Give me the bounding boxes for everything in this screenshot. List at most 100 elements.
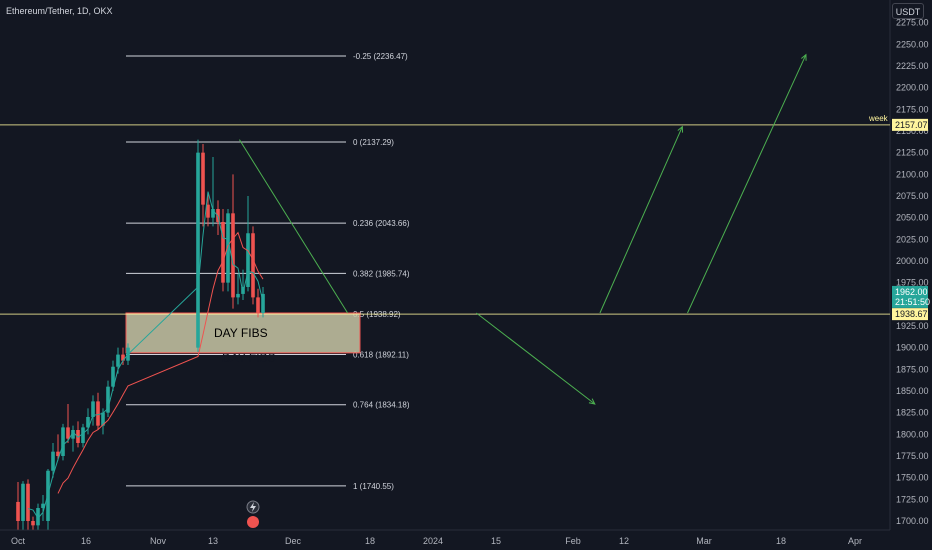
arrowhead — [588, 398, 596, 405]
candle-body[interactable] — [51, 451, 55, 471]
candle-body[interactable] — [246, 233, 250, 287]
candle-body[interactable] — [211, 208, 215, 218]
candle-body[interactable] — [91, 401, 95, 417]
time-tick-label: 16 — [81, 536, 91, 546]
candle-body[interactable] — [201, 152, 205, 205]
candle-body[interactable] — [226, 213, 230, 283]
time-tick-label: 13 — [208, 536, 218, 546]
projection-segment[interactable] — [687, 54, 807, 314]
zone-label: DAY FIBS — [214, 326, 268, 340]
time-tick-label: Apr — [848, 536, 862, 546]
price-label-text: 1938.67 — [895, 309, 928, 319]
price-tick-label: 1800.00 — [896, 429, 929, 439]
candle-body[interactable] — [101, 412, 105, 426]
price-tick-label: 2150.00 — [896, 126, 929, 136]
candle-body[interactable] — [121, 354, 125, 361]
candle-body[interactable] — [261, 293, 265, 313]
price-tick-label: 2175.00 — [896, 104, 929, 114]
candle-body[interactable] — [21, 483, 25, 521]
price-tick-label: 2025.00 — [896, 234, 929, 244]
candle-body[interactable] — [36, 507, 40, 526]
time-tick-label: 18 — [365, 536, 375, 546]
time-tick-label: Mar — [696, 536, 712, 546]
candle-body[interactable] — [196, 152, 200, 348]
fib-level-label: 0.618 (1892.11) — [353, 350, 409, 359]
candle-body[interactable] — [96, 401, 100, 426]
candle-body[interactable] — [251, 233, 255, 298]
price-tick-label: 2000.00 — [896, 256, 929, 266]
candle-body[interactable] — [116, 354, 120, 367]
candle-body[interactable] — [106, 386, 110, 413]
candle-body[interactable] — [236, 293, 240, 298]
fib-level-label: 0.764 (1834.18) — [353, 401, 410, 410]
candle-body[interactable] — [61, 427, 65, 456]
moving-average-slow — [57, 231, 264, 494]
price-tick-label: 2200.00 — [896, 83, 929, 93]
earnings-icon[interactable] — [247, 516, 259, 528]
price-tick-label: 1750.00 — [896, 473, 929, 483]
price-tick-label: 1850.00 — [896, 386, 929, 396]
candle-body[interactable] — [16, 501, 20, 521]
time-tick-label: Dec — [285, 536, 302, 546]
price-tick-label: 1825.00 — [896, 408, 929, 418]
price-tick-label: 2100.00 — [896, 169, 929, 179]
time-tick-label: 15 — [491, 536, 501, 546]
candle-body[interactable] — [111, 366, 115, 387]
fib-level-label: 1 (1740.55) — [353, 482, 394, 491]
candle-body[interactable] — [81, 427, 85, 443]
time-tick-label: Oct — [11, 536, 26, 546]
arrowhead — [677, 125, 684, 133]
price-tick-label: 1700.00 — [896, 516, 929, 526]
symbol-title[interactable]: Ethereum/Tether, 1D, OKX — [6, 6, 113, 16]
fib-level-label: 0.382 (1985.74) — [353, 269, 410, 278]
candle-body[interactable] — [56, 451, 60, 456]
time-tick-label: 12 — [619, 536, 629, 546]
candle-body[interactable] — [231, 213, 235, 298]
price-tick-label: 1975.00 — [896, 278, 929, 288]
candle-body[interactable] — [66, 427, 70, 439]
time-tick-label: 2024 — [423, 536, 443, 546]
zone-label-shadow: DAY FIBS — [222, 351, 276, 365]
projection-segment[interactable] — [239, 139, 349, 314]
price-tick-label: 1875.00 — [896, 364, 929, 374]
candle-countdown: 21:51:50 — [895, 297, 930, 307]
price-tick-label: 2050.00 — [896, 213, 929, 223]
candle-body[interactable] — [26, 483, 30, 521]
price-tick-label: 1725.00 — [896, 494, 929, 504]
price-tick-label: 2075.00 — [896, 191, 929, 201]
fib-level-label: 0.236 (2043.66) — [353, 219, 410, 228]
candle-body[interactable] — [71, 429, 75, 439]
fib-level-label: -0.25 (2236.47) — [353, 52, 408, 61]
candle-body[interactable] — [76, 429, 80, 443]
current-price-label: 1962.00 — [895, 287, 928, 297]
candle-body[interactable] — [86, 416, 90, 428]
current-price-box — [892, 285, 928, 308]
price-label-box — [892, 308, 928, 321]
price-label-text: 2157.07 — [895, 120, 928, 130]
time-tick-label: 18 — [776, 536, 786, 546]
candle-body[interactable] — [256, 297, 260, 313]
lightning-glyph-icon — [250, 502, 256, 512]
projection-segment[interactable] — [476, 312, 596, 405]
day-fibs-zone[interactable] — [125, 312, 361, 354]
line-tag: week — [868, 114, 889, 123]
projection-segment[interactable] — [599, 126, 683, 314]
price-tick-label: 2225.00 — [896, 61, 929, 71]
price-label-box — [892, 118, 928, 131]
arrowhead — [801, 53, 807, 61]
candle-body[interactable] — [221, 221, 225, 283]
candle-body[interactable] — [31, 521, 35, 526]
fib-level-label: 0 (2137.29) — [353, 138, 394, 147]
currency-button[interactable]: USDT — [892, 3, 924, 19]
price-tick-label: 1900.00 — [896, 343, 929, 353]
price-tick-label: 2275.00 — [896, 18, 929, 28]
time-tick-label: Nov — [150, 536, 167, 546]
candle-body[interactable] — [206, 204, 210, 218]
time-tick-label: Feb — [565, 536, 581, 546]
price-tick-label: 2125.00 — [896, 148, 929, 158]
price-tick-label: 1775.00 — [896, 451, 929, 461]
candle-body[interactable] — [41, 503, 45, 508]
moving-average-fast — [27, 191, 264, 519]
